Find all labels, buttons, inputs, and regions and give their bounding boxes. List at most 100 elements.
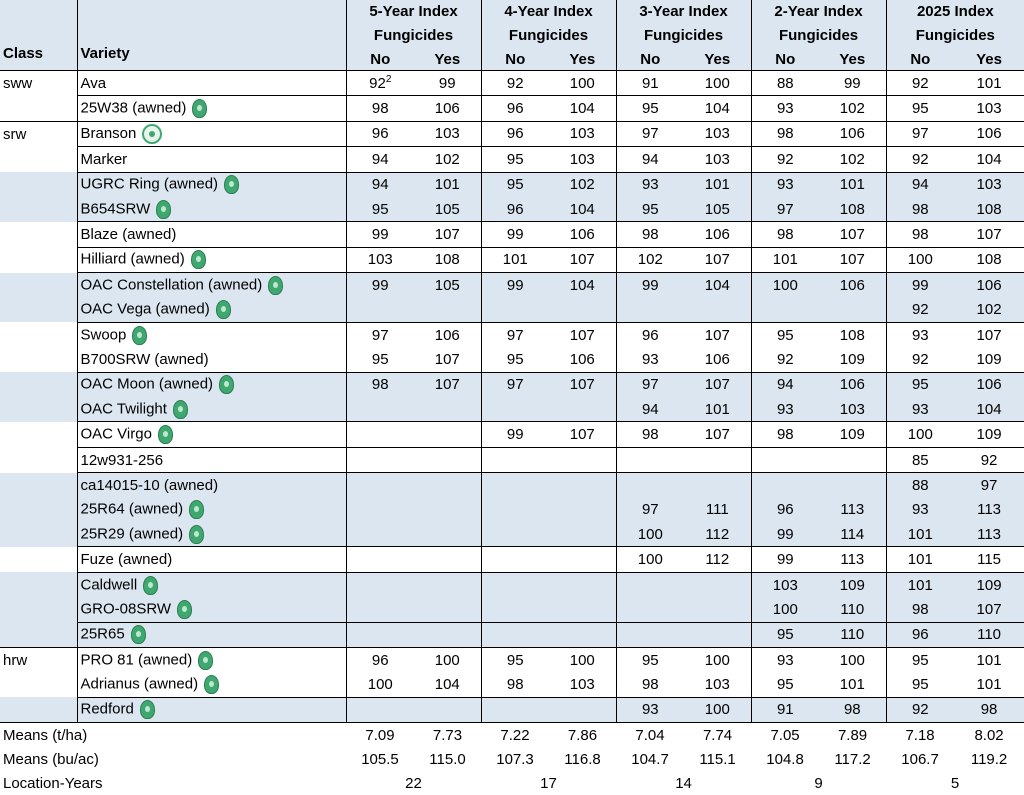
index-value: 103 [569,125,595,143]
index-value-cell [345,297,414,323]
index-value-cell: 99 [885,272,955,298]
index-value-cell: 98 [750,421,820,448]
variety-cell: Hilliard (awned) [76,246,346,273]
group-header-2025: 2025 Index Fungicides [885,0,1024,48]
index-value: 106 [569,226,595,244]
certification-seal-icon [139,700,155,720]
variety-name: OAC Virgo [80,425,152,443]
index-value: 110 [977,626,1002,644]
variety-cell: Swoop [76,321,346,348]
yes-header: Yes [954,48,1024,71]
certification-seal-icon [268,275,284,295]
index-value-cell [819,298,886,323]
index-value: 107 [434,226,460,244]
class-cell [0,96,77,121]
index-value: 107 [569,376,595,394]
index-value-cell: 93 [750,95,820,122]
index-value-cell: 100 [684,646,752,673]
index-value: 101 [839,176,865,194]
index-value-cell: 107 [549,421,617,448]
index-value-cell: 101 [885,546,955,573]
index-value: 108 [976,200,1002,218]
index-value-cell: 95 [750,672,820,698]
index-value-cell: 107 [549,246,617,273]
index-value: 102 [839,150,865,168]
certification-seal-icon [130,625,146,645]
index-value: 99 [843,74,861,92]
index-value-cell [684,446,752,473]
index-value: 100 [367,676,393,694]
index-value-cell [414,546,482,573]
index-value: 106 [839,376,865,394]
index-value-cell [750,297,820,323]
index-value-cell: 101 [750,246,820,273]
variety-name: GRO-08SRW [80,600,172,618]
index-value-cell [345,597,414,623]
index-value: 100 [569,651,595,669]
index-value: 93 [911,400,929,418]
index-value-cell [819,472,887,498]
index-value-cell [549,546,617,573]
index-value: 103 [367,251,393,269]
index-value: 110 [840,626,865,644]
index-value: 93 [776,400,794,418]
location-years-label: Location-Years [3,774,103,792]
index-value-cell: 108 [819,321,887,348]
index-value-cell: 92 [750,146,820,173]
index-value: 113 [840,501,865,519]
index-value-cell: 100 [615,546,685,573]
index-value: 95 [371,200,389,218]
location-years-value: 22 [405,774,422,792]
variety-name: 25R29 (awned) [80,525,184,543]
index-value: 100 [704,701,730,719]
index-value-cell: 99 [615,272,685,298]
index-value: 92 [776,350,794,368]
index-value: 113 [840,551,865,569]
index-value-cell [414,522,481,547]
index-value-cell [345,522,414,547]
index-value: 98 [641,426,659,444]
index-value: 107 [704,426,730,444]
index-value-cell: 98 [615,672,685,698]
class-cell [0,597,77,622]
means-tha-label: Means (t/ha) [3,726,88,744]
index-value-cell: 100 [885,246,955,273]
index-value: 98 [776,426,794,444]
index-value-cell [414,472,482,498]
index-value: 97 [776,200,794,218]
means-tha-value: 7.05 [770,726,800,744]
index-value-cell: 98 [615,221,685,248]
index-value: 100 [637,551,663,569]
index-value: 103 [772,576,798,594]
index-value: 98 [911,600,929,618]
index-value: 102 [434,150,460,168]
index-value: 92 [911,74,929,92]
index-value-cell: 101 [885,571,955,598]
index-value-cell: 97 [750,196,820,222]
index-value-cell: 92 [480,69,550,96]
index-value-cell: 92 [750,347,820,373]
index-value-cell: 102 [549,171,617,197]
index-value-cell: 96 [345,120,414,147]
index-value: 109 [976,426,1002,444]
class-cell [0,298,77,323]
no-header: No [750,48,820,71]
table-row: ca14015-10 (awned) 88 97 [0,472,1024,498]
index-value: 109 [976,350,1002,368]
index-value-cell [615,297,685,323]
no-header: No [345,48,414,71]
index-value: 98 [911,200,929,218]
index-value-cell: 101 [684,171,752,197]
index-value-cell: 101 [819,171,887,197]
variety-cell: Redford [76,696,346,723]
index-value: 106 [434,100,460,118]
group-header-2yr: 2-Year Index Fungicides [750,0,887,48]
variety-name: Ava [80,74,107,92]
index-value-cell: 92 [885,347,955,373]
index-value: 103 [569,150,595,168]
table-row: OAC Twilight 94 101 93 103 93 104 [0,397,1024,422]
table-row: GRO-08SRW 100 110 98 107 [0,597,1024,623]
index-value-cell: 107 [954,221,1024,248]
index-value-cell: 95 [480,646,550,673]
index-value-cell: 96 [480,120,550,147]
